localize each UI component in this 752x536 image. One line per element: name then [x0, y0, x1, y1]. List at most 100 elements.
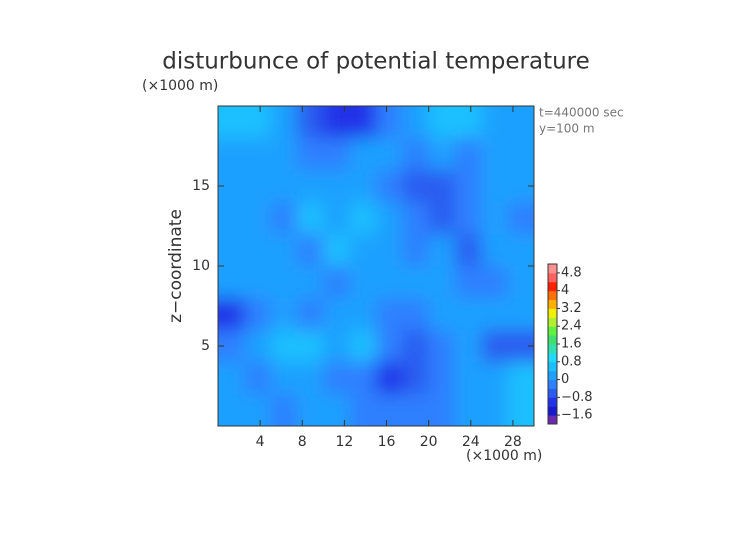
field-cell — [402, 170, 430, 203]
annotation: t=440000 sec — [539, 106, 624, 120]
field-cell — [402, 202, 430, 235]
field-cell — [323, 202, 351, 235]
colorbar-band — [548, 397, 557, 407]
field-cell — [481, 330, 509, 363]
field-cell — [297, 394, 325, 426]
colorbar-band — [548, 406, 557, 416]
field-cell — [481, 362, 509, 395]
field-cell — [402, 106, 430, 139]
colorbar-label: −0.8 — [561, 390, 593, 405]
field-cell — [455, 202, 483, 235]
field-cell — [428, 394, 456, 426]
field-cell — [323, 330, 351, 363]
field-cell — [244, 394, 272, 426]
field-cell — [428, 170, 456, 203]
x-tick-label: 24 — [462, 434, 480, 450]
y-axis-label: z−coordinate — [166, 209, 186, 323]
field-cell — [270, 106, 298, 139]
field-cell — [323, 394, 351, 426]
y-tick-label: 15 — [192, 178, 210, 194]
colorbar-band — [548, 379, 557, 389]
field-cell — [218, 266, 246, 299]
field-cell — [270, 362, 298, 395]
field-cell — [323, 266, 351, 299]
colorbar-label: 1.6 — [561, 337, 582, 352]
field-cell — [376, 170, 404, 203]
colorbar-band — [548, 299, 557, 309]
field-cell — [402, 266, 430, 299]
field-cell — [323, 298, 351, 331]
field-cell — [218, 298, 246, 331]
field-cell — [349, 106, 377, 139]
colorbar-band — [548, 317, 557, 327]
field-cell — [218, 106, 246, 139]
field-cell — [507, 298, 534, 331]
field-cell — [507, 234, 534, 267]
field-cell — [428, 138, 456, 171]
field-cell — [270, 202, 298, 235]
field-cell — [455, 106, 483, 139]
field-cell — [349, 234, 377, 267]
field-cell — [349, 170, 377, 203]
field-cell — [349, 298, 377, 331]
field-cell — [428, 298, 456, 331]
field-cell — [218, 234, 246, 267]
colorbar-band — [548, 352, 557, 363]
field-cell — [402, 138, 430, 171]
field-cell — [270, 266, 298, 299]
field-cell — [297, 106, 325, 139]
colorbar-band — [548, 388, 557, 398]
field-cell — [244, 106, 272, 139]
y-unit: (×1000 m) — [142, 78, 218, 94]
field-cell — [507, 362, 534, 395]
field-cell — [428, 266, 456, 299]
field-cell — [455, 234, 483, 267]
field-cell — [270, 298, 298, 331]
x-unit: (×1000 m) — [466, 448, 542, 464]
field-cell — [481, 234, 509, 267]
field-cell — [297, 362, 325, 395]
field-cell — [244, 234, 272, 267]
field-cell — [428, 106, 456, 139]
colorbar-band — [548, 290, 557, 301]
colorbar-band — [548, 344, 557, 354]
field-cell — [270, 394, 298, 426]
field-cell — [428, 202, 456, 235]
field-cell — [376, 234, 404, 267]
field-cell — [376, 266, 404, 299]
colorbar-band — [548, 335, 557, 345]
field-cell — [244, 138, 272, 171]
field-cell — [323, 138, 351, 171]
field-cell — [244, 362, 272, 395]
y-tick-label: 10 — [192, 258, 210, 274]
x-tick-label: 12 — [335, 434, 353, 450]
field-cell — [402, 394, 430, 426]
colorbar-label: 4 — [561, 283, 569, 298]
field-cell — [481, 170, 509, 203]
field-cell — [244, 298, 272, 331]
field-cell — [455, 330, 483, 363]
field-cell — [481, 266, 509, 299]
colorbar-band — [548, 326, 557, 336]
field-cell — [376, 330, 404, 363]
field-cell — [349, 330, 377, 363]
field-cell — [218, 202, 246, 235]
field-cell — [218, 394, 246, 426]
colorbar-band — [548, 308, 557, 318]
field-cell — [455, 138, 483, 171]
field-cell — [455, 362, 483, 395]
annotation: y=100 m — [539, 122, 595, 136]
field-cell — [428, 330, 456, 363]
field-cell — [481, 202, 509, 235]
field-cell — [349, 266, 377, 299]
field-cell — [402, 298, 430, 331]
x-tick-label: 8 — [298, 434, 307, 450]
colorbar-label: 3.2 — [561, 301, 582, 316]
colorbar-label: 4.8 — [561, 265, 582, 280]
colorbar-label: 0 — [561, 372, 569, 387]
field-cell — [218, 138, 246, 171]
field-cell — [376, 106, 404, 139]
colorbar-label: −1.6 — [561, 408, 593, 423]
field-cell — [455, 170, 483, 203]
field-cell — [507, 394, 534, 426]
